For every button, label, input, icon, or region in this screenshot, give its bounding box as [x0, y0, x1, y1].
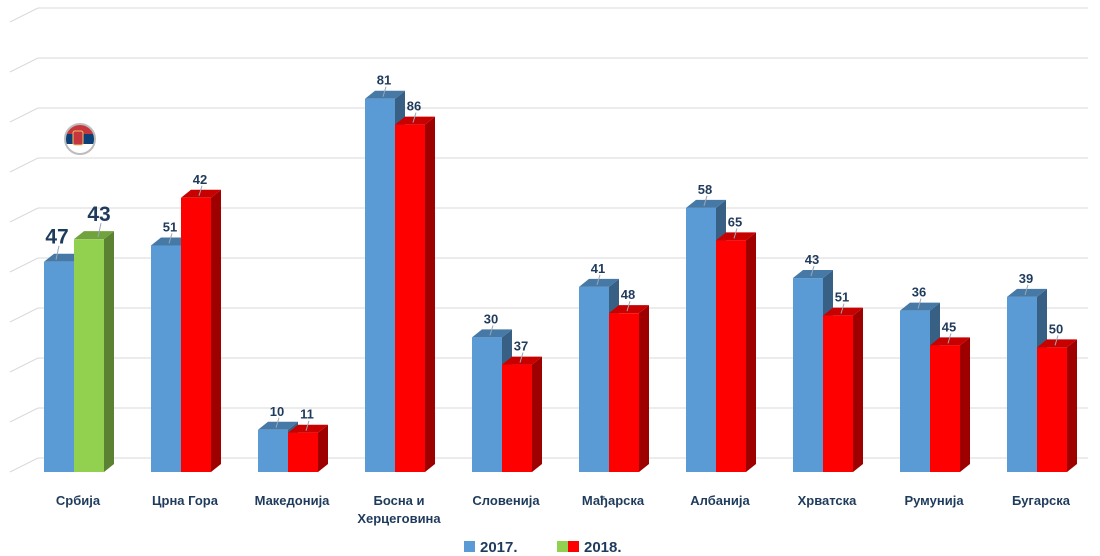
- gridline-depth: [9, 457, 39, 473]
- value-label: 42: [193, 172, 207, 187]
- legend-label: 2017.: [480, 539, 518, 556]
- value-label: 30: [484, 311, 498, 326]
- leader-line: [97, 223, 102, 238]
- category-label: Хрватска: [798, 493, 858, 508]
- category-label: Албанија: [690, 493, 750, 508]
- value-labels: 47 43 51 42 10 11 81 86 30 37 41 48 58 65 43 51 36 45 39 50: [45, 73, 1063, 431]
- leader-line: [198, 185, 203, 196]
- leader-line: [1054, 335, 1059, 346]
- bar-2018: [395, 116, 435, 472]
- value-label: 86: [407, 99, 421, 114]
- category-label: Србија: [56, 493, 101, 508]
- gridline-depth: [9, 7, 39, 23]
- category-label: Босна и Херцеговина: [357, 493, 441, 526]
- value-label: 37: [514, 339, 528, 354]
- value-label: 41: [591, 261, 605, 276]
- category-label: Румунија: [904, 493, 964, 508]
- bar-2018: [74, 231, 114, 472]
- legend-swatch: [464, 541, 475, 552]
- leader-line: [733, 228, 738, 239]
- category-label: Словенија: [472, 493, 540, 508]
- leader-line: [412, 112, 417, 123]
- value-label: 51: [835, 290, 849, 305]
- leader-line: [917, 298, 922, 309]
- bar-2018: [930, 337, 970, 472]
- category-label: Бугарска: [1012, 493, 1071, 508]
- bar-2018: [502, 356, 542, 472]
- gridline-depth: [9, 107, 39, 123]
- value-label: 43: [87, 203, 110, 226]
- value-label: 65: [728, 214, 742, 229]
- value-label: 11: [300, 407, 314, 422]
- value-label: 10: [270, 404, 284, 419]
- bar-2018: [823, 307, 863, 472]
- value-label: 48: [621, 287, 635, 302]
- bar-2018: [1037, 339, 1077, 472]
- leader-line: [168, 233, 173, 244]
- category-label: Македонија: [255, 493, 331, 508]
- category-label: Мађарска: [582, 493, 645, 508]
- leader-line: [703, 195, 708, 206]
- gridline-depth: [9, 407, 39, 423]
- bars: [44, 90, 1077, 473]
- value-label: 81: [377, 73, 391, 88]
- leader-line: [489, 325, 494, 336]
- legend-label: 2018.: [584, 539, 622, 556]
- bar-2018: [181, 189, 221, 473]
- leader-line: [947, 333, 952, 344]
- leader-line: [840, 303, 845, 314]
- leader-line: [55, 245, 60, 260]
- legend: 2017. 2018.: [464, 539, 622, 556]
- gridline-depth: [9, 207, 39, 223]
- value-label: 43: [805, 252, 819, 267]
- gridline-depth: [9, 157, 39, 173]
- bar-2018: [288, 424, 328, 472]
- value-label: 47: [45, 226, 68, 249]
- legend-swatch: [568, 541, 579, 552]
- leader-line: [810, 265, 815, 277]
- serbia-flag-icon: [64, 123, 96, 155]
- legend-2018: 2018.: [557, 539, 622, 556]
- leader-line: [275, 417, 280, 428]
- gridline-depth: [9, 257, 39, 273]
- leader-line: [596, 274, 601, 285]
- leader-line: [519, 352, 524, 363]
- bar-2018: [716, 232, 756, 472]
- gridline-depth: [9, 57, 39, 73]
- value-label: 36: [912, 285, 926, 300]
- value-label: 51: [163, 219, 177, 234]
- value-label: 58: [698, 182, 712, 197]
- value-label: 39: [1019, 271, 1033, 286]
- category-label: Црна Гора: [152, 493, 219, 508]
- legend-swatch: [557, 541, 568, 552]
- legend-2017: 2017.: [464, 539, 518, 556]
- leader-line: [305, 420, 310, 431]
- value-label: 45: [942, 319, 956, 334]
- leader-line: [1024, 284, 1029, 296]
- value-label: 50: [1049, 321, 1063, 336]
- category-labels: Србија Црна Гора Македонија Босна и Херцегов…: [56, 493, 1071, 526]
- bar-2018: [609, 305, 649, 472]
- gridline-depth: [9, 307, 39, 323]
- leader-line: [626, 301, 631, 312]
- gridline-depth: [9, 357, 39, 373]
- leader-line: [382, 86, 387, 97]
